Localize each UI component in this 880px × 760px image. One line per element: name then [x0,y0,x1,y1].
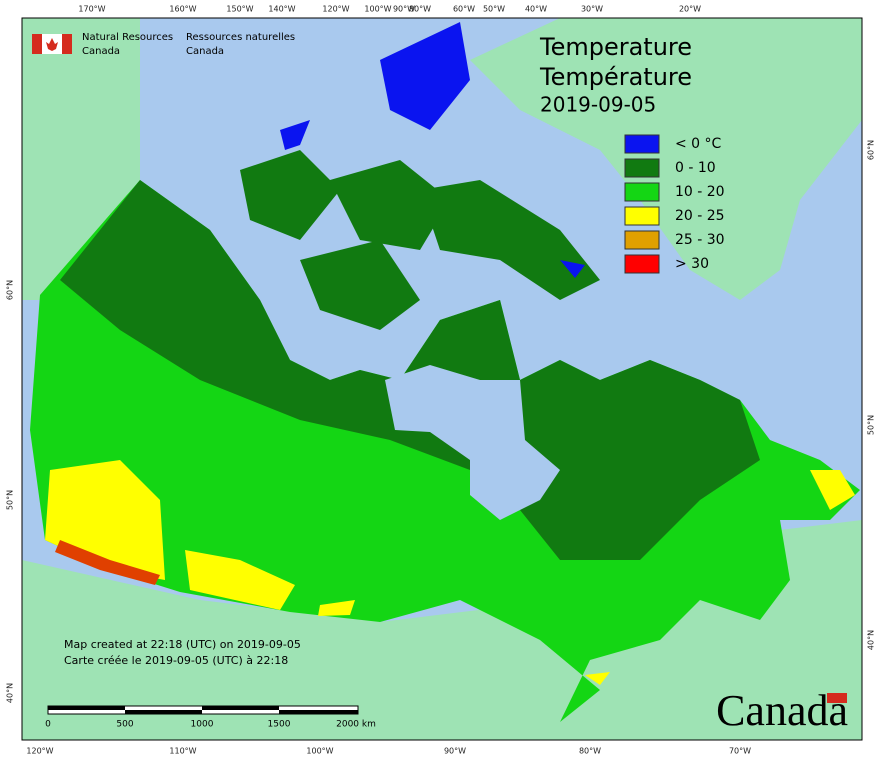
hudson-bay [385,365,560,520]
legend-label: 0 - 10 [675,160,716,176]
agency-fr: Canada [186,46,224,57]
scale-bar-segment [48,706,125,710]
maple-leaf [46,38,58,51]
map-frame [21,17,863,741]
title-en: Temperature [539,33,692,61]
wordmark-flag [827,693,847,703]
legend-swatch [624,254,660,274]
graticule-label: 120°W [26,747,53,756]
graticule-label: 40°N [867,630,876,650]
legend-label: 20 - 25 [675,208,725,224]
agency-en: Natural Resources [82,32,173,43]
graticule-label: 30°W [581,5,603,14]
graticule-label: 90°W [444,747,466,756]
hot-zone [55,540,160,585]
legend-label: < 0 °C [675,136,722,152]
flag-bar [62,34,72,54]
scale-label: 0 [45,720,51,730]
alaska [22,18,140,300]
graticule-label: 170°W [78,5,105,14]
graticule-label: 100°W [364,5,391,14]
legend-label: > 30 [675,256,709,272]
flag-bar [32,34,42,54]
warm-zone [45,460,855,685]
graticule-label: 150°W [226,5,253,14]
legend-swatch [624,206,660,226]
graticule-label: 120°W [322,5,349,14]
graticule-label: 50°W [483,5,505,14]
graticule-label: 90°W [393,5,415,14]
agency-fr: Ressources naturelles [186,32,295,43]
nrcan-signature: Natural Resources Canada Ressources natu… [32,32,295,57]
arctic-islands [240,150,600,330]
legend-swatch [624,158,660,178]
agency-en: Canada [82,46,120,57]
graticule-label: 60°N [867,140,876,160]
greenland [470,18,862,300]
graticule-label: 50°N [867,415,876,435]
scale-bar-segment [202,706,279,710]
graticule-label: 80°W [579,747,601,756]
legend-swatch [624,230,660,250]
graticule-label: 110°W [169,747,196,756]
title-date: 2019-09-05 [540,93,656,117]
cold-zone [280,22,585,278]
legend-label: 10 - 20 [675,184,725,200]
scale-label: 500 [116,720,133,730]
northern-zone [60,180,760,560]
credit: Carte créée le 2019-09-05 (UTC) à 22:18 [64,654,288,667]
legend-swatch [624,182,660,202]
scale-bar-segment [279,710,358,714]
graticule-label: 20°W [679,5,701,14]
graticule-label: 70°W [729,747,751,756]
scale-bar-segment [125,710,202,714]
graticule-label: 160°W [169,5,196,14]
graticule-label: 40°N [6,683,15,703]
legend-swatch [624,134,660,154]
graticule-label: 50°N [6,490,15,510]
scale-bar [47,705,359,715]
scale-label: 1500 [268,720,291,730]
credit: Map created at 22:18 (UTC) on 2019-09-05 [64,638,301,651]
legend-label: 25 - 30 [675,232,725,248]
graticule-label: 100°W [306,747,333,756]
graticule-label: 60°N [6,280,15,300]
scale-label: 1000 [191,720,214,730]
graticule-label: 140°W [268,5,295,14]
graticule-label: 80°W [409,5,431,14]
canada-wordmark: Canada [716,686,848,735]
graticule-label: 40°W [525,5,547,14]
title-fr: Température [539,63,692,91]
scale-label: 2000 km [336,720,376,730]
graticule-label: 60°W [453,5,475,14]
